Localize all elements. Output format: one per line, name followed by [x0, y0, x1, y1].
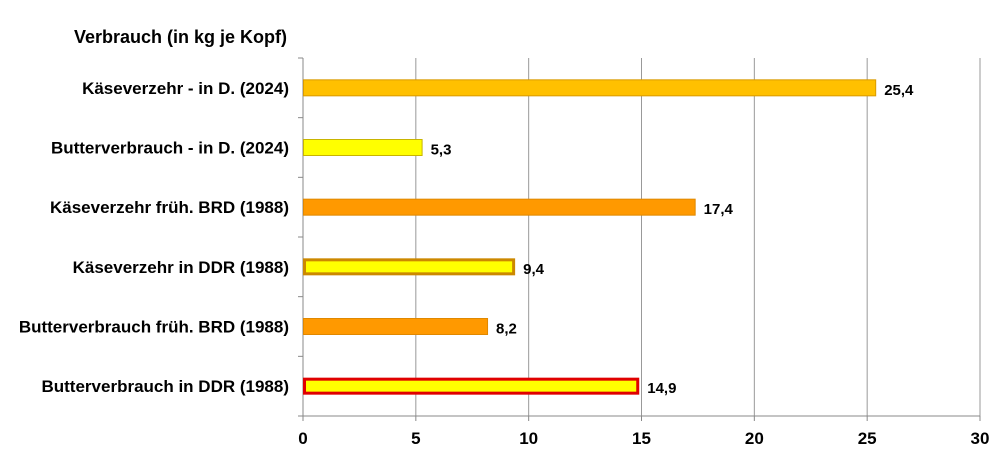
x-tick-label: 30: [971, 429, 990, 448]
category-label: Butterverbrauch früh. BRD (1988): [19, 318, 289, 337]
bar: [303, 139, 423, 156]
bar: [303, 198, 696, 216]
x-tick-label: 15: [632, 429, 651, 448]
category-label: Butterverbrauch - in D. (2024): [51, 139, 289, 158]
bar: [303, 377, 640, 395]
bar: [303, 258, 516, 276]
x-tick-label: 25: [858, 429, 877, 448]
data-label: 5,3: [431, 142, 452, 159]
x-tick-label: 10: [519, 429, 538, 448]
category-label: Käseverzehr - in D. (2024): [82, 79, 289, 98]
gridlines: [415, 58, 981, 416]
labels: 0 5 10 15 20 25 30 Käseverzehr - in D. (2024) 25…: [19, 79, 990, 448]
data-label: 9,4: [523, 261, 545, 278]
data-label: 25,4: [884, 82, 914, 99]
category-label: Käseverzehr in DDR (1988): [73, 258, 289, 277]
data-label: 17,4: [704, 201, 734, 218]
x-tick-label: 5: [411, 429, 420, 448]
axes: [298, 57, 981, 421]
x-tick-label: 0: [298, 429, 307, 448]
bars: [303, 79, 877, 395]
bar: [303, 79, 877, 97]
data-label: 14,9: [647, 380, 676, 397]
bar: [303, 318, 489, 335]
category-label: Butterverbrauch in DDR (1988): [41, 377, 289, 396]
chart-title: Verbrauch (in kg je Kopf): [74, 27, 288, 47]
category-label: Käseverzehr früh. BRD (1988): [50, 198, 289, 217]
x-tick-label: 20: [745, 429, 764, 448]
data-label: 8,2: [496, 321, 517, 338]
